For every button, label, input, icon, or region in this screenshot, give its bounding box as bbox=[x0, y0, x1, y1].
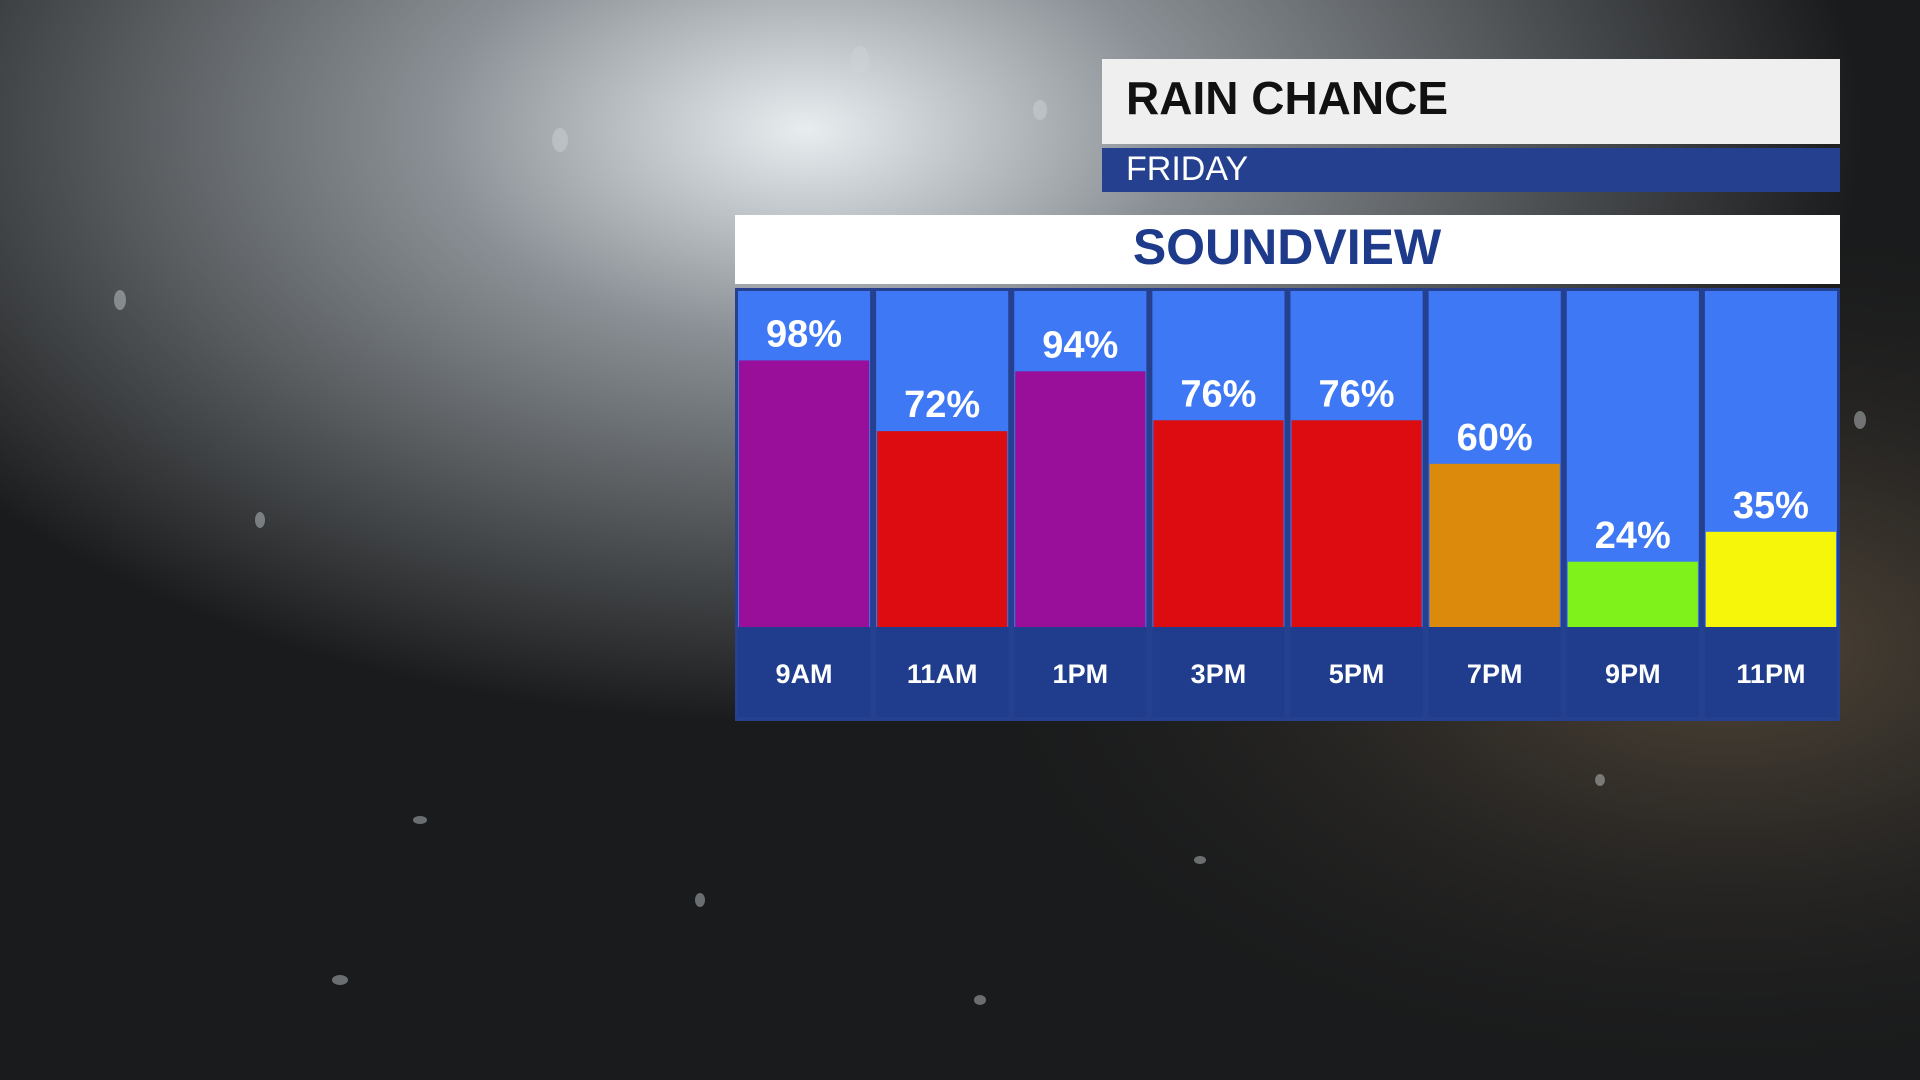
x-tick-label: 9AM bbox=[776, 659, 833, 689]
bar bbox=[1567, 561, 1698, 627]
chart-title: RAIN CHANCE bbox=[1126, 72, 1448, 124]
column-label-band bbox=[1152, 627, 1285, 717]
column-label-band bbox=[1704, 627, 1837, 717]
bar bbox=[877, 431, 1008, 627]
value-label: 24% bbox=[1595, 515, 1671, 557]
rain-drops bbox=[114, 46, 1866, 1005]
bar bbox=[1291, 420, 1422, 627]
value-label: 76% bbox=[1319, 373, 1395, 415]
bar bbox=[739, 360, 870, 627]
chart-subtitle: FRIDAY bbox=[1126, 150, 1248, 188]
x-tick-label: 5PM bbox=[1329, 659, 1385, 689]
x-tick-label: 9PM bbox=[1605, 659, 1661, 689]
subtitle-bar bbox=[1102, 148, 1840, 192]
value-label: 35% bbox=[1733, 485, 1809, 527]
column-label-band bbox=[876, 627, 1009, 717]
bar bbox=[1429, 463, 1560, 627]
location-label: SOUNDVIEW bbox=[1133, 219, 1442, 275]
column-label-band bbox=[1428, 627, 1561, 717]
bar bbox=[1705, 531, 1836, 627]
x-tick-label: 7PM bbox=[1467, 659, 1523, 689]
column-label-band bbox=[1014, 627, 1147, 717]
x-tick-label: 11PM bbox=[1736, 659, 1805, 689]
column-label-band bbox=[738, 627, 871, 717]
title-box bbox=[1102, 59, 1840, 144]
value-label: 72% bbox=[904, 384, 980, 426]
bar bbox=[1153, 420, 1284, 627]
bar bbox=[1015, 371, 1146, 627]
value-label: 98% bbox=[766, 313, 842, 355]
value-label: 60% bbox=[1457, 417, 1533, 459]
x-tick-label: 3PM bbox=[1191, 659, 1247, 689]
value-label: 94% bbox=[1042, 324, 1118, 366]
column-label-band bbox=[1566, 627, 1699, 717]
location-box bbox=[735, 215, 1840, 284]
x-tick-label: 1PM bbox=[1053, 659, 1109, 689]
column-label-band bbox=[1290, 627, 1423, 717]
value-label: 76% bbox=[1180, 373, 1256, 415]
x-tick-label: 11AM bbox=[907, 659, 978, 689]
